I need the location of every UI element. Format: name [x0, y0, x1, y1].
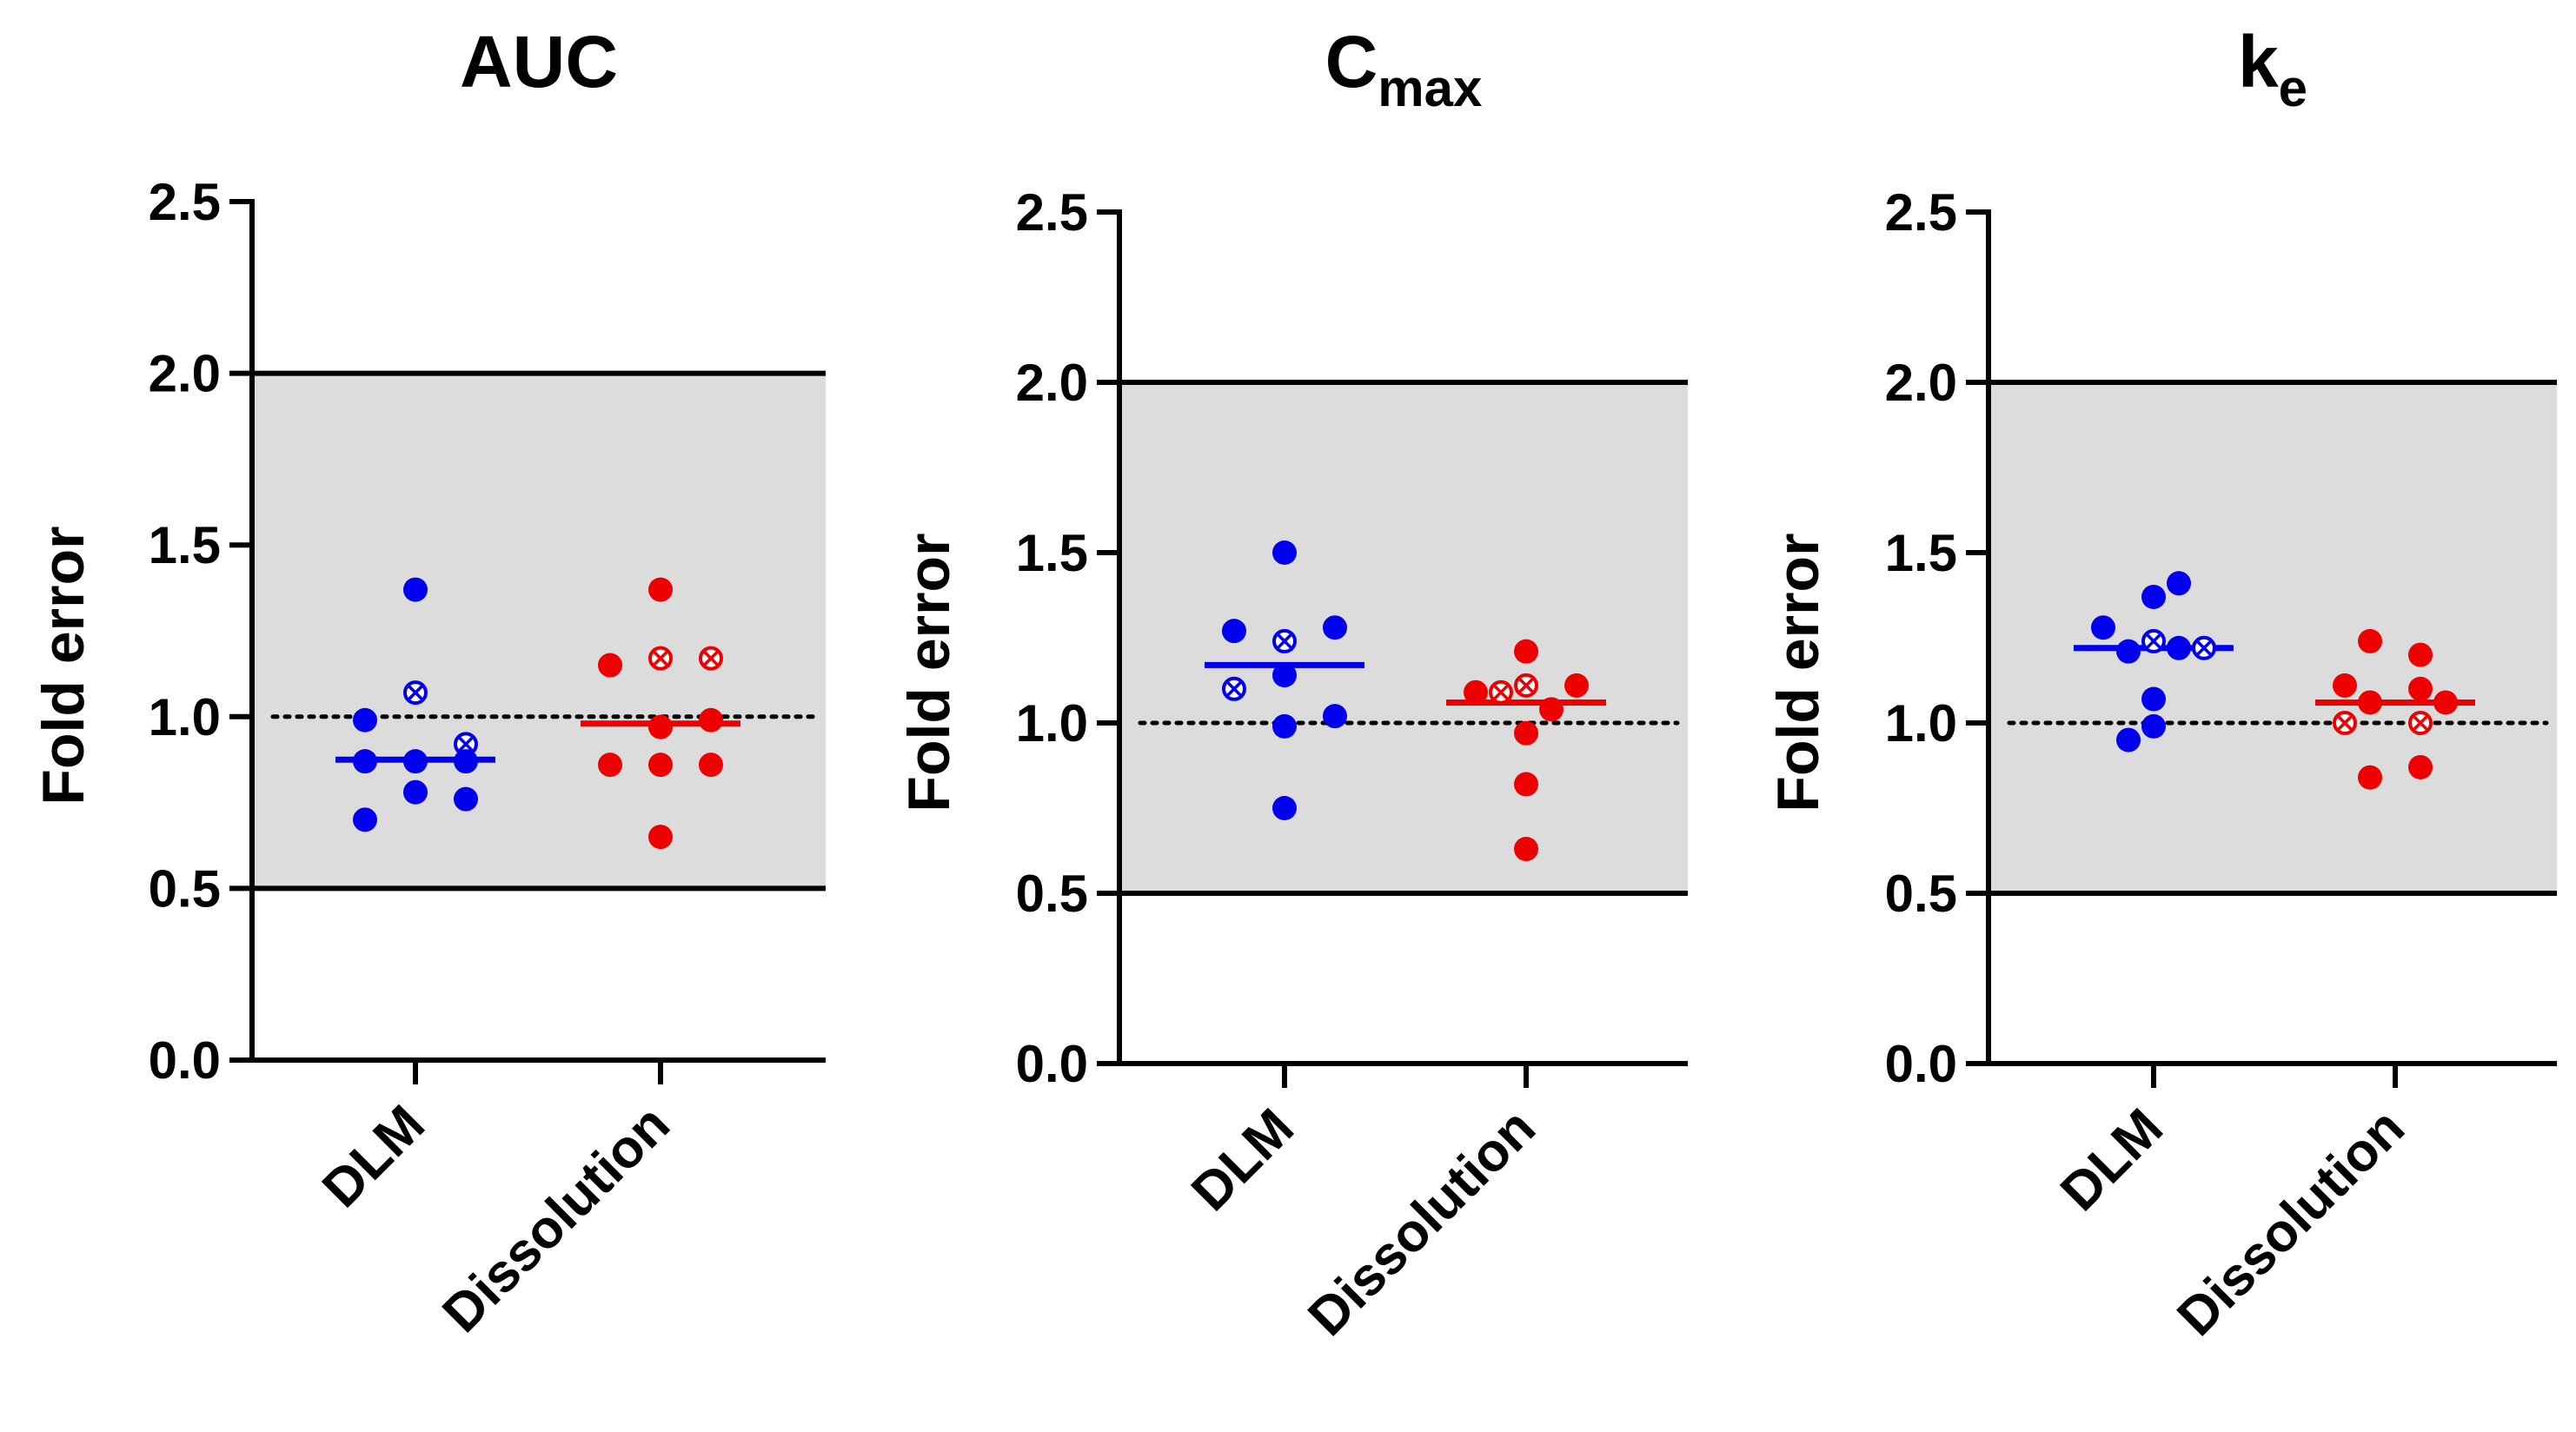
y-tick-label: 2.0: [1885, 354, 1957, 412]
data-point-cross-stroke: [2412, 714, 2429, 732]
y-axis-label: Fold error: [30, 526, 96, 805]
data-point-cross-stroke: [702, 650, 720, 666]
data-point: [2116, 727, 2141, 752]
y-tick-label: 1.0: [1016, 694, 1088, 752]
y-tick-label: 0.5: [1885, 865, 1957, 923]
data-point: [2091, 615, 2115, 640]
data-point: [1272, 713, 1297, 739]
data-point: [454, 749, 478, 774]
data-point: [2358, 690, 2382, 715]
data-point: [598, 653, 622, 678]
data-point-cross-stroke: [2195, 640, 2213, 656]
panel-title: AUC: [460, 21, 618, 103]
data-point: [2167, 635, 2191, 660]
data-point-cross-stroke: [2145, 633, 2162, 649]
panel-title: ke: [2238, 21, 2307, 117]
data-point: [598, 752, 622, 778]
data-point: [1272, 663, 1297, 688]
data-point: [403, 749, 428, 774]
data-point: [2358, 765, 2382, 790]
y-tick-label: 0.5: [1016, 865, 1088, 923]
data-point: [353, 749, 377, 774]
data-point: [2408, 676, 2433, 701]
data-point: [2141, 686, 2166, 712]
y-tick-label: 0.5: [149, 859, 221, 918]
data-point: [2333, 673, 2357, 698]
y-tick-label: 0.0: [1885, 1035, 1957, 1093]
data-point: [1272, 540, 1297, 565]
data-point: [648, 752, 673, 778]
data-point: [2141, 713, 2166, 739]
data-point-cross-stroke: [1225, 680, 1243, 697]
data-point-cross-stroke: [1517, 677, 1535, 693]
acceptance-band: [1119, 382, 1688, 893]
x-tick-label: Dissolution: [1297, 1097, 1546, 1347]
data-point: [2433, 690, 2458, 715]
x-tick-label: DLM: [2049, 1097, 2174, 1223]
y-tick-label: 0.0: [1016, 1035, 1088, 1093]
y-tick-label: 1.5: [1016, 524, 1088, 582]
data-point: [699, 752, 723, 778]
data-point: [353, 807, 377, 832]
data-point: [1464, 680, 1488, 705]
data-point: [648, 714, 673, 739]
data-point: [2116, 639, 2141, 664]
data-point: [1222, 619, 1246, 644]
x-tick-label: Dissolution: [431, 1094, 681, 1343]
data-point: [2141, 584, 2166, 609]
data-point: [1514, 639, 1538, 664]
data-point: [2167, 571, 2191, 596]
y-tick-label: 2.0: [149, 345, 221, 403]
y-axis-label: Fold error: [896, 533, 962, 812]
x-tick-label: DLM: [1180, 1097, 1305, 1223]
y-tick-label: 1.5: [149, 516, 221, 574]
x-tick-label: DLM: [311, 1094, 436, 1219]
data-point: [1514, 837, 1538, 862]
data-point: [454, 786, 478, 812]
y-tick-label: 1.0: [149, 688, 221, 746]
data-point: [403, 577, 428, 602]
data-point: [2408, 642, 2433, 667]
data-point: [1272, 796, 1297, 820]
data-point-cross-stroke: [407, 685, 424, 701]
data-point: [1539, 697, 1564, 722]
y-axis-label: Fold error: [1765, 533, 1831, 812]
data-point-cross-stroke: [2336, 714, 2354, 732]
data-point-cross-stroke: [1276, 633, 1293, 649]
y-tick-label: 2.5: [149, 173, 221, 231]
y-tick-label: 2.5: [1885, 183, 1957, 242]
y-tick-label: 2.0: [1016, 354, 1088, 412]
y-tick-label: 1.0: [1885, 694, 1957, 752]
acceptance-band: [252, 373, 826, 889]
data-point: [1323, 704, 1347, 729]
x-tick-label: Dissolution: [2166, 1097, 2415, 1347]
data-point: [648, 577, 673, 602]
panel-title: Cmax: [1325, 21, 1483, 117]
data-point-cross-stroke: [652, 650, 669, 666]
data-point: [1323, 615, 1347, 640]
y-tick-label: 2.5: [1016, 183, 1088, 242]
data-point: [1514, 772, 1538, 797]
data-point: [699, 707, 723, 733]
y-tick-label: 0.0: [149, 1031, 221, 1090]
data-point: [353, 707, 377, 733]
data-point: [1564, 673, 1589, 698]
acceptance-band: [1988, 382, 2557, 893]
y-tick-label: 1.5: [1885, 524, 1957, 582]
data-point-cross-stroke: [1492, 684, 1510, 700]
data-point: [2358, 628, 2382, 653]
data-point: [403, 779, 428, 805]
data-point: [1514, 720, 1538, 746]
data-point-cross-stroke: [457, 736, 475, 752]
data-point: [2408, 754, 2433, 779]
data-point: [648, 825, 673, 850]
